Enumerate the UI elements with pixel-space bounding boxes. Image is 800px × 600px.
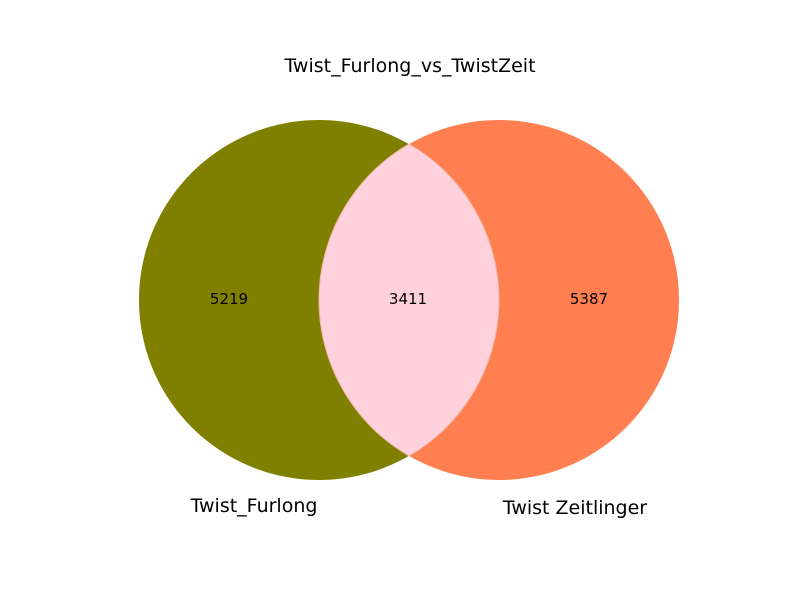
- right-only-count: 5387: [570, 290, 608, 308]
- venn-region-intersection: [318, 143, 500, 457]
- left-only-count: 5219: [210, 290, 248, 308]
- intersection-count: 3411: [389, 290, 427, 308]
- set-label-right: Twist Zeitlinger: [502, 497, 647, 519]
- venn-region-left-only: [139, 120, 410, 480]
- set-label-left: Twist_Furlong: [190, 495, 318, 517]
- venn-region-right-only: [409, 120, 679, 480]
- chart-title: Twist_Furlong_vs_TwistZeit: [283, 55, 535, 77]
